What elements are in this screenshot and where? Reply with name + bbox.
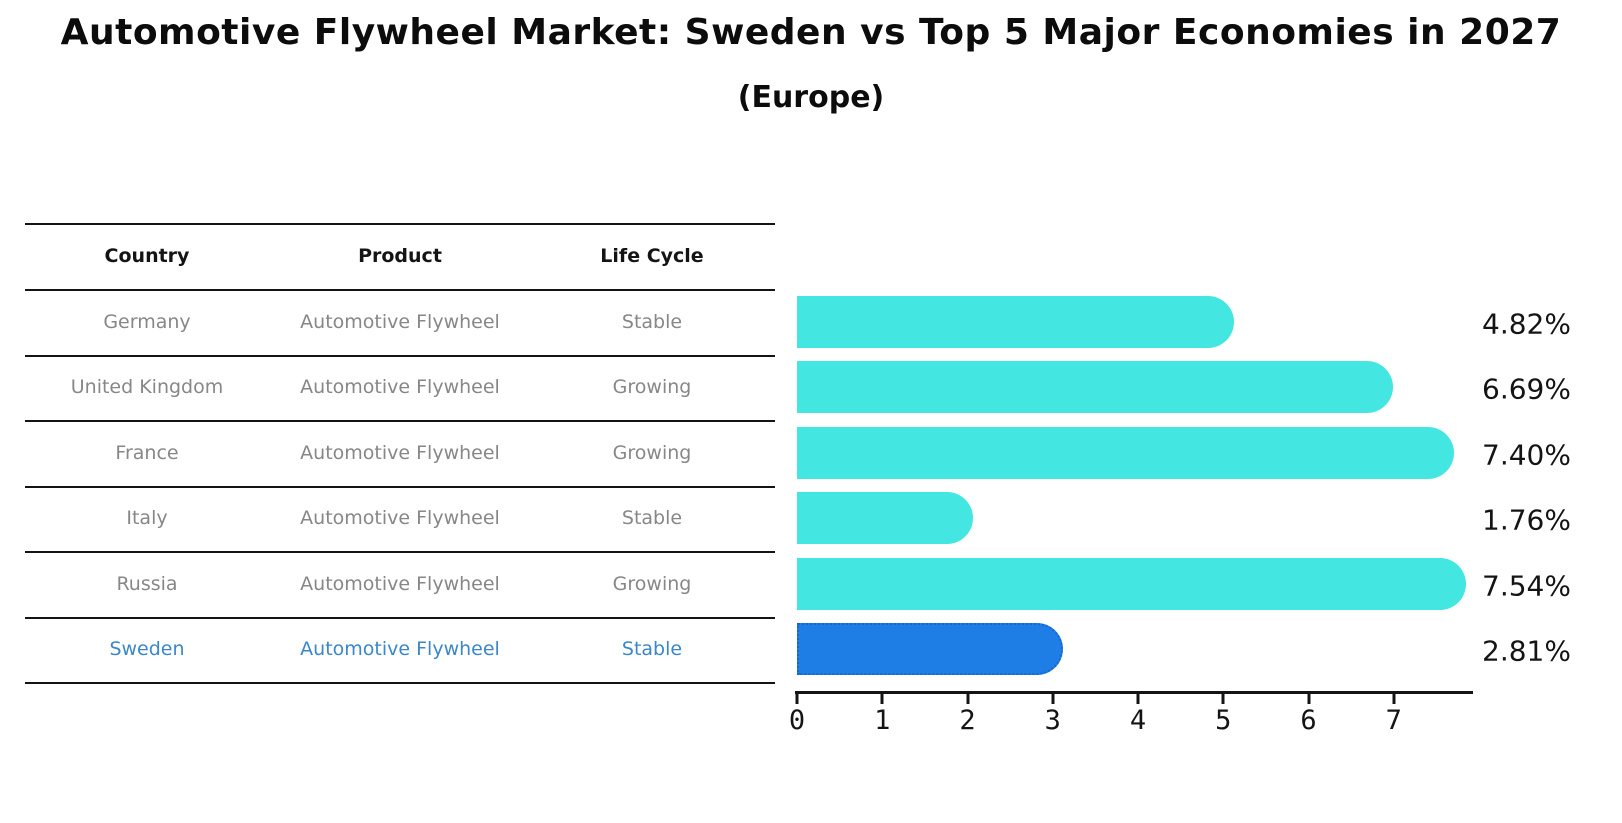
life-cycle-cell: Stable [621,310,683,333]
table-header-product: Product [358,245,442,267]
product-cell: Automotive Flywheel [300,638,500,661]
x-tick [1221,694,1225,704]
country-cell: France [115,441,179,464]
life-cycle-cell: Stable [621,507,683,530]
product-cell: Automotive Flywheel [300,310,500,333]
value-label: 7.54% [1482,569,1571,603]
x-tick-label: 3 [1044,705,1061,736]
country-cell: Sweden [109,638,185,661]
table-rule-line [25,682,775,684]
x-tick [880,694,884,704]
x-tick-label: 4 [1129,705,1147,736]
table-rule-line [25,485,775,488]
chart-title: Automotive Flywheel Market: Sweden vs To… [60,12,1562,53]
bar [797,426,1454,479]
table-header-life-cycle: Life Cycle [600,245,704,267]
x-tick-label: 5 [1215,705,1232,736]
table-rule-line [25,354,775,357]
value-label: 1.76% [1482,503,1571,537]
table-rule-line [25,289,775,291]
x-tick [795,694,799,704]
product-cell: Automotive Flywheel [300,507,500,530]
table-rule-line [25,223,775,225]
x-tick [966,694,969,704]
product-cell: Automotive Flywheel [300,376,500,399]
value-label: 2.81% [1482,634,1571,668]
highlight-bar [797,623,1063,676]
chart-subtitle: (Europe) [737,80,885,115]
life-cycle-cell: Growing [612,441,692,464]
bar [797,295,1234,348]
bar [797,361,1394,414]
country-cell: Russia [116,572,178,595]
life-cycle-cell: Growing [612,376,692,399]
x-tick-label: 2 [959,705,976,736]
bar [797,492,974,545]
x-tick [1136,694,1140,704]
table-rule-line [25,551,775,553]
value-label: 7.40% [1482,438,1571,472]
x-tick-label: 6 [1300,705,1317,736]
x-tick [1051,694,1055,704]
value-label: 4.82% [1482,307,1571,341]
table-rule-line [25,420,775,422]
x-tick [1307,694,1310,704]
country-cell: Italy [126,507,168,530]
table-header-country: Country [104,245,190,267]
x-tick-label: 0 [788,705,806,736]
product-cell: Automotive Flywheel [300,572,500,595]
country-cell: United Kingdom [70,376,224,399]
table-rule-line [25,616,775,619]
life-cycle-cell: Stable [621,638,683,661]
x-tick-label: 7 [1385,705,1402,736]
value-label: 6.69% [1482,372,1571,406]
x-tick-label: 1 [874,705,891,736]
x-tick [1392,694,1396,704]
product-cell: Automotive Flywheel [300,441,500,464]
x-axis-line [795,691,1473,694]
bar [797,557,1466,610]
country-cell: Germany [103,310,191,333]
life-cycle-cell: Growing [612,572,692,595]
